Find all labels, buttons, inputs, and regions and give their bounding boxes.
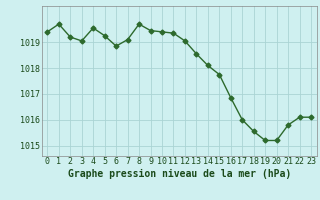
X-axis label: Graphe pression niveau de la mer (hPa): Graphe pression niveau de la mer (hPa): [68, 169, 291, 179]
